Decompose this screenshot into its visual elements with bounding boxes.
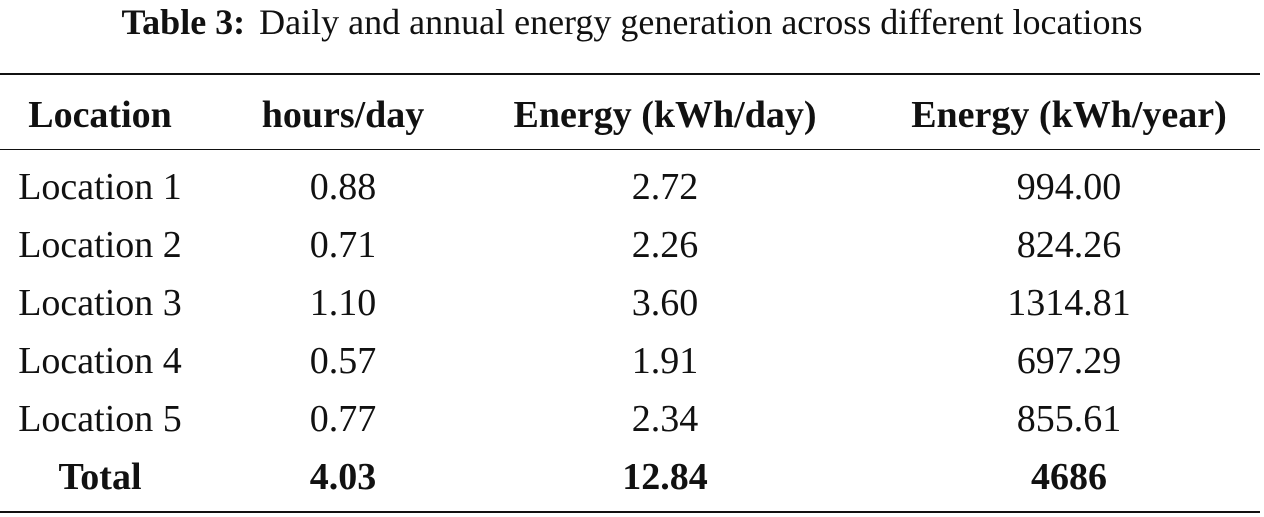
energy-year-cell: 855.61 [1016, 398, 1122, 440]
header-location: Location [28, 94, 172, 136]
table-bottom-rule [0, 511, 1260, 513]
energy-day-cell: 3.60 [631, 282, 699, 324]
hours-cell: 0.88 [309, 166, 377, 208]
location-cell: Location 4 [18, 340, 182, 382]
location-cell: Location 3 [18, 282, 182, 324]
location-cell: Location 1 [18, 166, 182, 208]
hours-cell: 0.77 [309, 398, 377, 440]
location-cell: Location 5 [18, 398, 182, 440]
table-header-rule [0, 149, 1260, 150]
energy-year-cell: 994.00 [1016, 166, 1122, 208]
total-energy-year: 4686 [1031, 456, 1107, 498]
caption-text: Daily and annual energy generation acros… [259, 2, 1143, 42]
energy-day-cell: 2.34 [631, 398, 699, 440]
location-cell: Location 2 [18, 224, 182, 266]
header-energy-per-year: Energy (kWh/year) [911, 94, 1227, 136]
energy-year-cell: 697.29 [1016, 340, 1122, 382]
hours-cell: 0.71 [309, 224, 377, 266]
total-label: Total [58, 456, 142, 498]
table-row: Location 1 0.88 2.72 994.00 [0, 158, 1264, 216]
energy-year-cell: 1314.81 [1007, 282, 1131, 324]
table-row: Location 4 0.57 1.91 697.29 [0, 332, 1264, 390]
table-caption: Table 3: Daily and annual energy generati… [0, 0, 1264, 48]
table-row: Location 3 1.10 3.60 1314.81 [0, 274, 1264, 332]
hours-cell: 1.10 [309, 282, 377, 324]
header-energy-per-day: Energy (kWh/day) [513, 94, 817, 136]
total-hours: 4.03 [309, 456, 377, 498]
energy-year-cell: 824.26 [1016, 224, 1122, 266]
energy-day-cell: 2.72 [631, 166, 699, 208]
table-header-row: Location hours/day Energy (kWh/day) Ener… [0, 86, 1264, 144]
total-energy-day: 12.84 [622, 456, 708, 498]
energy-day-cell: 2.26 [631, 224, 699, 266]
hours-cell: 0.57 [309, 340, 377, 382]
table-row: Location 2 0.71 2.26 824.26 [0, 216, 1264, 274]
table-total-row: Total 4.03 12.84 4686 [0, 448, 1264, 506]
energy-day-cell: 1.91 [631, 340, 699, 382]
table-top-rule [0, 73, 1260, 75]
table-row: Location 5 0.77 2.34 855.61 [0, 390, 1264, 448]
header-hours-per-day: hours/day [261, 94, 425, 136]
caption-label: Table 3: [121, 2, 246, 42]
